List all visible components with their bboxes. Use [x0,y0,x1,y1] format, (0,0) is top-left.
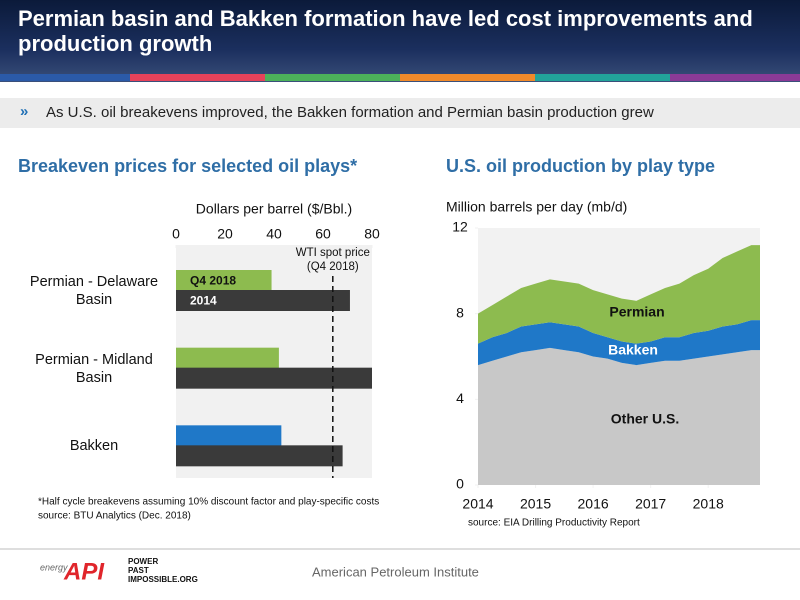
y-axis-label: Million barrels per day (mb/d) [446,199,627,215]
x-tick-label: 2016 [578,496,609,512]
area [478,347,760,485]
logo-tagline: POWER [128,557,158,566]
legend-label: Q4 2018 [190,274,236,288]
area-label: Bakken [608,342,658,358]
bar [176,425,282,447]
bullet-icon: » [20,103,29,120]
footnote: *Half cycle breakevens assuming 10% disc… [38,497,379,508]
x-tick-label: 40 [266,226,282,242]
organization: American Petroleum Institute [312,564,479,579]
stripe [0,74,130,81]
x-tick-label: 20 [217,226,233,242]
logo-tagline: IMPOSSIBLE.ORG [128,575,198,584]
annotation: (Q4 2018) [307,261,359,273]
bar [176,290,350,311]
legend-label: 2014 [190,294,217,308]
footnote: source: EIA Drilling Productivity Report [468,518,640,529]
x-tick-label: 2015 [520,496,551,512]
stripe [130,74,265,81]
bar [176,367,372,389]
stripe [265,74,400,81]
area [478,245,760,344]
x-tick-label: 2018 [693,496,724,512]
bar [176,347,279,369]
x-axis-label: Dollars per barrel ($/Bbl.) [196,201,352,217]
y-tick-label: 4 [456,390,464,406]
stripe [670,74,800,81]
y-tick-label: 0 [456,476,464,492]
area [478,320,760,366]
x-tick-label: 60 [315,226,331,242]
x-tick-label: 0 [172,226,180,242]
bullet-text: As U.S. oil breakevens improved, the Bak… [46,104,654,121]
logo-api: API [63,558,105,585]
annotation: WTI spot price [296,247,370,259]
logo-tagline: PAST [128,566,149,575]
chart-title: Breakeven prices for selected oil plays* [18,156,358,176]
area-label: Permian [609,304,664,320]
slide-title: Permian basin and Bakken formation have … [18,6,753,56]
stripe [400,74,535,81]
category-label: Permian - Delaware Basin [29,274,159,308]
bullet-row: » As U.S. oil breakevens improved, the B… [0,98,800,128]
stripe [535,74,670,81]
bar [176,445,343,467]
footnote: source: BTU Analytics (Dec. 2018) [38,511,191,522]
y-tick-label: 8 [456,304,464,320]
y-tick-label: 12 [452,219,468,235]
logo-energy: energy [40,562,68,572]
header: Permian basin and Bakken formation have … [0,0,800,82]
x-tick-label: 2014 [462,496,493,512]
x-tick-label: 2017 [635,496,666,512]
category-label: Bakken [69,438,119,455]
x-tick-label: 80 [364,226,380,242]
bar [176,270,272,291]
category-label: Permian - Midland Basin [35,351,153,386]
area-label: Other U.S. [611,411,679,427]
chart-title: U.S. oil production by play type [446,156,716,176]
